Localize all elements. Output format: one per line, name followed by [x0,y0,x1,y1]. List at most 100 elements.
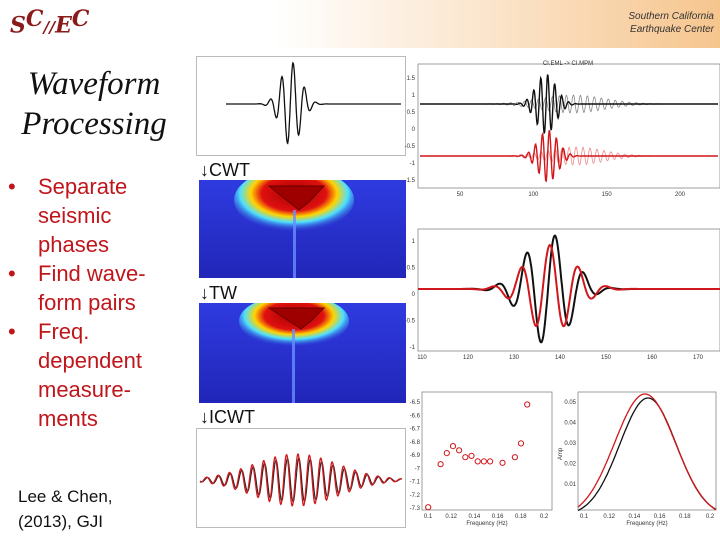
tick-label: 1 [412,93,416,99]
tick-label: -6.7 [410,427,421,433]
org-line-1: Southern California [628,11,714,22]
tick-label: 0.01 [564,482,576,488]
organization-name: Southern California Earthquake Center [574,10,714,36]
tick-label: -6.6 [410,413,421,419]
tick-label: 0.1 [580,514,589,520]
logo-slash: // [43,17,56,37]
title-line-1: Waveform [27,66,161,102]
bullet-item: • Freq. dependent measure-ments [8,317,188,433]
logo-c: C [25,6,44,32]
observed-black-trace [420,74,718,134]
scatter-point [511,454,519,461]
tick-label: 0.5 [407,266,416,272]
tick-label: -7 [415,466,421,472]
spectrum-red-curve [577,393,717,511]
tick-label: 140 [555,355,566,361]
tick-label: 0.12 [603,514,615,520]
tick-label: -1.5 [405,178,416,184]
bullet-list: • Separate seismic phases • Find wave-form… [8,172,188,433]
cwt-scalogram [199,180,406,278]
tick-label: 110 [417,355,427,361]
tick-label: 0.5 [407,110,416,116]
tick-label: -7.3 [410,506,421,512]
tick-label: -7.2 [410,493,421,499]
input-waveform-panel [196,56,406,156]
tw-label: ↓TW [200,283,237,303]
tick-label: 0.03 [564,441,576,447]
tick-label: 160 [647,355,658,361]
tick-label: 0.14 [629,514,641,520]
bullet-dot-icon: • [8,319,16,344]
bullet-item: • Find wave-form pairs [8,259,188,317]
scatter-point [456,447,463,454]
scatter-point [462,454,469,461]
scatter-xlabel: Frequency (Hz) [466,521,507,527]
tick-label: 150 [602,192,613,198]
tick-label: 200 [675,192,686,198]
tick-label: 0.04 [564,421,576,427]
logo-e: E [55,12,72,39]
scatter-point [474,458,481,465]
tick-label: 150 [601,355,612,361]
output-waveform-panel [196,428,406,528]
tick-label: 0 [412,127,416,133]
tick-label: 120 [463,355,474,361]
org-line-2: Earthquake Center [630,24,714,35]
scatter-point [443,450,450,457]
tick-label: 0.16 [492,514,504,520]
cwt-label: ↓CWT [200,160,250,180]
frequency-scatter-plot: -6.5 -6.6 -6.7 -6.8 -6.9 -7 -7.1 -7.2 -7.3 0.1 0.… [410,391,553,527]
tick-label: 0.05 [564,400,576,406]
tick-label: 0.18 [679,514,691,520]
bullet-text: Find wave-form pairs [38,261,146,315]
tick-label: 170 [693,355,704,361]
citation-line-1: Lee & Chen, [18,487,113,506]
tick-label: 0.14 [469,514,481,520]
tick-label: 100 [528,192,539,198]
slide-title: Waveform Processing [14,64,174,144]
bullet-dot-icon: • [8,174,16,199]
scatter-point [437,461,444,468]
tw-scalogram [199,303,406,403]
logo-c2: C [71,6,90,32]
tick-label: 130 [509,355,520,361]
tick-label: -6.5 [410,400,421,406]
logo-s: S [10,12,26,39]
tick-label: 0 [412,292,416,298]
scatter-point [517,440,525,447]
scatter-point [524,401,531,408]
tick-label: 0.2 [706,514,715,520]
plot-title: CI.EML -> CI.MPM [543,61,593,67]
scatter-point [480,458,488,465]
tick-label: 0.18 [515,514,527,520]
tick-label: -7.1 [410,480,421,486]
tick-label: -6.9 [410,453,421,459]
header-band [0,0,720,48]
bullet-item: • Separate seismic phases [8,172,188,259]
tick-label: 1 [412,239,416,245]
seismogram-comparison-plot: CI.EML -> CI.MPM 1.5 1 0.5 0 -0.5 -1 -1.5 50 10… [405,61,720,198]
tick-label: -0.5 [405,319,416,325]
tick-label: -0.5 [405,144,416,150]
bullet-dot-icon: • [8,261,16,286]
citation-line-2: (2013), GJI [18,512,104,531]
title-line-2: Processing [21,106,167,142]
spectrum-xlabel: Frequency (Hz) [626,521,667,527]
scatter-point [499,459,506,466]
spectrum-ylabel: Amp [558,447,564,460]
scatter-point [425,504,432,511]
windowed-waveform-plot: 1 0.5 0 -0.5 -1 110 120 130 140 150 160 170 [405,228,720,361]
tick-label: 0.2 [540,514,549,520]
scatter-point [468,452,475,460]
tick-label: -1 [410,345,416,351]
tick-label: 50 [457,192,464,198]
tick-label: 1.5 [407,76,416,82]
tick-label: 0.1 [424,514,433,520]
amplitude-spectrum-plot: 0.05 0.04 0.03 0.02 0.01 0.1 0.12 0.14 0.16 0.18… [558,391,717,527]
scatter-point [449,443,457,450]
output-waveform-red-trace [199,453,403,507]
tick-label: 0.12 [445,514,457,520]
tick-label: 0.16 [654,514,666,520]
scec-logo: SC//EC [10,6,89,38]
tick-label: 0.02 [564,462,576,468]
